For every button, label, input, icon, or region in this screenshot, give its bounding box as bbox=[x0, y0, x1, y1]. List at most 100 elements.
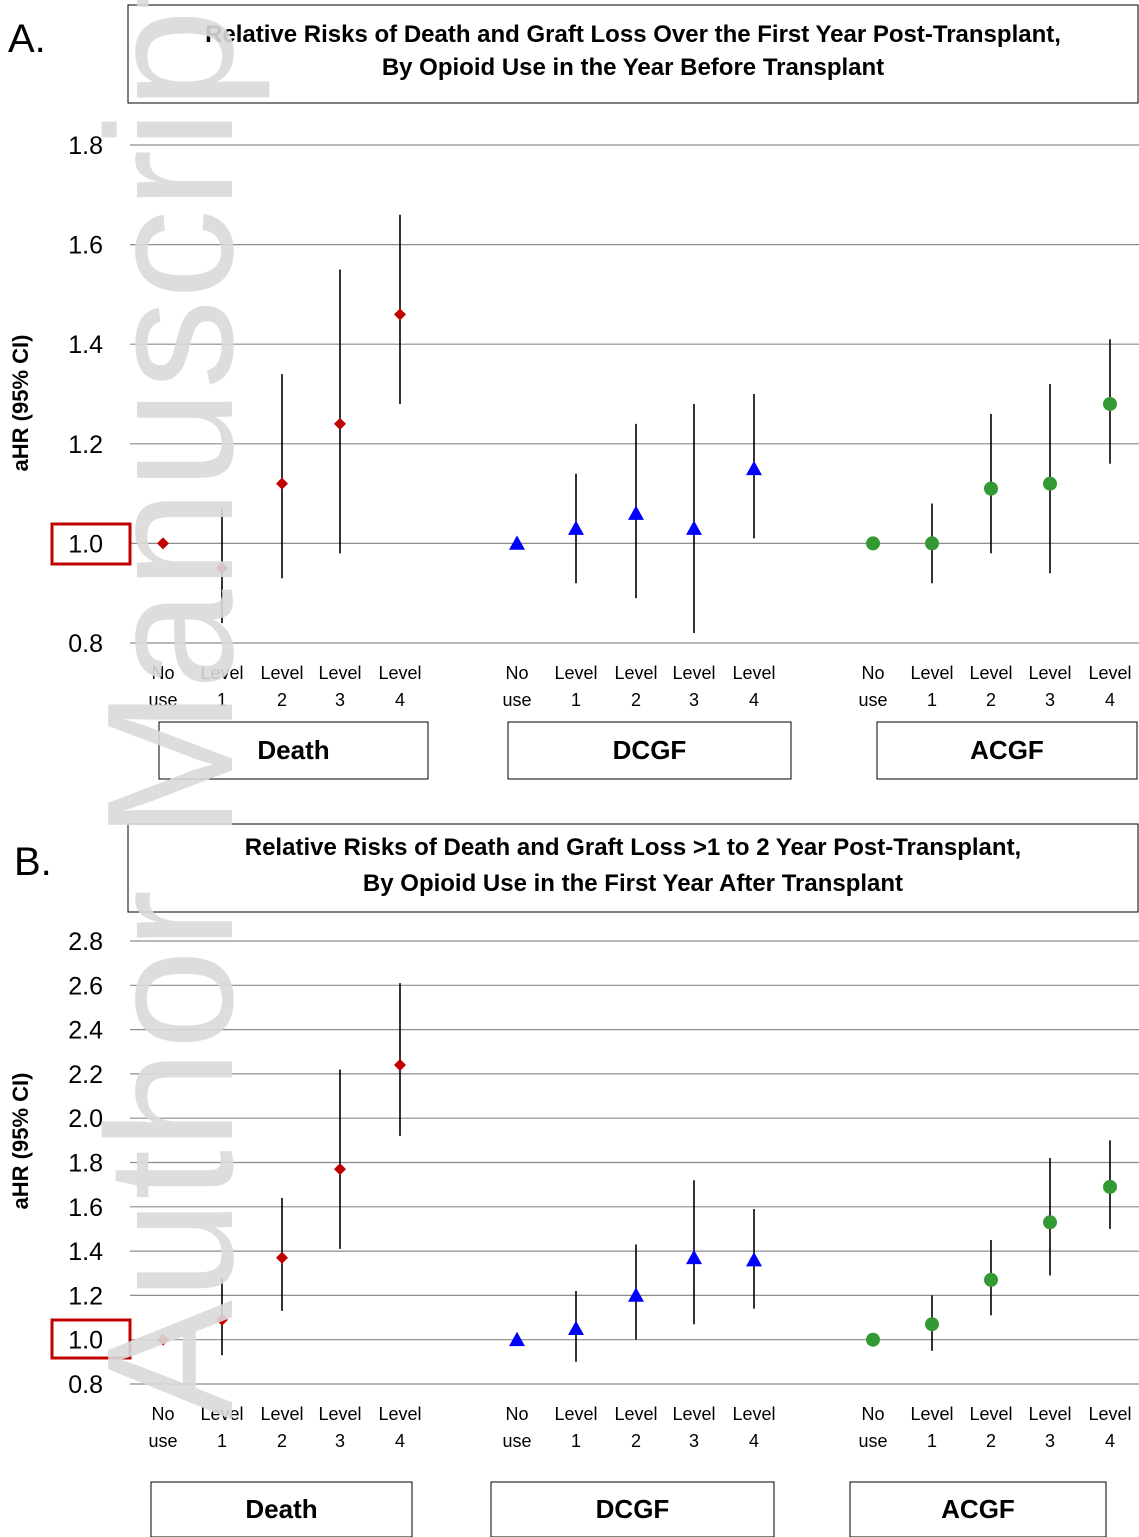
group-label: Death bbox=[257, 735, 329, 765]
x-tick-label: 3 bbox=[1045, 1431, 1055, 1451]
x-tick-label: Level bbox=[732, 663, 775, 683]
group-label-box bbox=[507, 721, 792, 780]
point-circle bbox=[1043, 1215, 1057, 1230]
x-tick-label: 1 bbox=[217, 690, 227, 710]
x-tick-label: No bbox=[151, 1404, 174, 1424]
x-tick-label: Level bbox=[614, 1404, 657, 1424]
point-triangle bbox=[568, 520, 584, 535]
y-tick-label: 2.8 bbox=[68, 928, 103, 956]
point-triangle bbox=[746, 1251, 762, 1267]
point-circle bbox=[1103, 1179, 1117, 1194]
x-tick-label: Level bbox=[378, 663, 421, 683]
x-tick-label: 4 bbox=[1105, 1431, 1115, 1451]
point-circle bbox=[984, 481, 998, 496]
y-tick-label: 0.8 bbox=[68, 630, 103, 658]
y-tick-label: 1.6 bbox=[68, 1194, 103, 1222]
x-tick-label: 3 bbox=[335, 1431, 345, 1451]
y-tick-label: 1.2 bbox=[68, 431, 103, 459]
y-axis-label: aHR (95% CI) bbox=[8, 1073, 33, 1210]
x-tick-label: No bbox=[861, 1404, 884, 1424]
group-label: DCGF bbox=[613, 735, 687, 765]
x-tick-label: Level bbox=[1088, 663, 1131, 683]
chart-title-box bbox=[127, 4, 1139, 104]
x-tick-label: 3 bbox=[689, 690, 699, 710]
group-label: Death bbox=[245, 1494, 317, 1524]
chart-title-line1: Relative Risks of Death and Graft Loss >… bbox=[245, 834, 1021, 861]
group-label-box bbox=[490, 1481, 775, 1537]
y-tick-label: 0.8 bbox=[68, 1371, 103, 1399]
point-circle bbox=[925, 1317, 939, 1332]
x-tick-label: 2 bbox=[986, 1431, 996, 1451]
point-circle bbox=[925, 536, 939, 551]
x-tick-label: Level bbox=[260, 1404, 303, 1424]
group-label-box bbox=[876, 721, 1138, 780]
point-circle bbox=[984, 1272, 998, 1287]
x-tick-label: 2 bbox=[277, 690, 287, 710]
x-tick-label: Level bbox=[318, 663, 361, 683]
chart-panel-b: B. Relative Risks of Death and Graft Loss… bbox=[8, 823, 1139, 1537]
x-tick-label: Level bbox=[732, 1404, 775, 1424]
x-tick-label: use bbox=[502, 690, 531, 710]
x-tick-label: Level bbox=[260, 663, 303, 683]
x-tick-label: 4 bbox=[749, 1431, 759, 1451]
chart-panel-a: A. Relative Risks of Death and Graft Loss… bbox=[8, 4, 1139, 780]
x-tick-label: No bbox=[861, 663, 884, 683]
group-label: ACGF bbox=[970, 735, 1044, 765]
x-tick-label: 1 bbox=[927, 690, 937, 710]
y-tick-label: 1.0 bbox=[68, 1327, 103, 1355]
x-tick-label: use bbox=[148, 690, 177, 710]
x-tick-label: 4 bbox=[749, 690, 759, 710]
x-tick-label: Level bbox=[614, 663, 657, 683]
x-tick-label: 2 bbox=[631, 690, 641, 710]
x-tick-label: Level bbox=[200, 1404, 243, 1424]
x-tick-label: 4 bbox=[395, 690, 405, 710]
x-tick-label: use bbox=[148, 1431, 177, 1451]
point-triangle bbox=[568, 1320, 584, 1336]
x-tick-label: 3 bbox=[335, 690, 345, 710]
point-triangle bbox=[746, 460, 762, 476]
point-triangle bbox=[628, 505, 644, 520]
chart-title-line2: By Opioid Use in the Year Before Transpl… bbox=[382, 54, 884, 81]
x-tick-label: Level bbox=[378, 1404, 421, 1424]
point-circle bbox=[1103, 396, 1117, 411]
x-tick-label: 3 bbox=[1045, 690, 1055, 710]
x-tick-label: Level bbox=[672, 1404, 715, 1424]
reference-value-box bbox=[50, 522, 132, 566]
watermark-text: Author Manuscript bbox=[70, 0, 271, 1420]
y-tick-label: 1.4 bbox=[68, 331, 103, 359]
x-tick-label: Level bbox=[969, 663, 1012, 683]
point-diamond bbox=[216, 1313, 228, 1326]
point-diamond bbox=[216, 562, 228, 575]
point-diamond bbox=[394, 308, 406, 321]
y-axis-label: aHR (95% CI) bbox=[8, 335, 33, 472]
x-tick-label: Level bbox=[969, 1404, 1012, 1424]
point-triangle bbox=[686, 520, 702, 535]
x-tick-label: Level bbox=[910, 1404, 953, 1424]
group-label-box bbox=[849, 1481, 1107, 1537]
point-diamond bbox=[334, 417, 346, 430]
x-tick-label: 3 bbox=[689, 1431, 699, 1451]
x-tick-label: Level bbox=[554, 663, 597, 683]
point-triangle bbox=[686, 1249, 702, 1265]
y-tick-label: 2.2 bbox=[68, 1061, 103, 1089]
group-label: ACGF bbox=[941, 1494, 1015, 1524]
group-label-box bbox=[150, 1481, 413, 1537]
x-tick-label: Level bbox=[672, 663, 715, 683]
x-tick-label: use bbox=[858, 690, 887, 710]
x-tick-label: Level bbox=[554, 1404, 597, 1424]
x-tick-label: No bbox=[505, 1404, 528, 1424]
x-tick-label: use bbox=[502, 1431, 531, 1451]
point-diamond bbox=[334, 1163, 346, 1176]
x-tick-label: Level bbox=[1088, 1404, 1131, 1424]
x-tick-label: 4 bbox=[395, 1431, 405, 1451]
x-tick-label: No bbox=[151, 663, 174, 683]
y-tick-label: 1.2 bbox=[68, 1282, 103, 1310]
y-tick-label: 1.4 bbox=[68, 1238, 103, 1266]
point-triangle bbox=[509, 1331, 525, 1347]
point-diamond bbox=[276, 1251, 288, 1264]
x-tick-label: 2 bbox=[277, 1431, 287, 1451]
panel-label: B. bbox=[14, 840, 52, 884]
reference-value-box bbox=[50, 1318, 132, 1360]
y-tick-label: 1.0 bbox=[68, 530, 103, 558]
